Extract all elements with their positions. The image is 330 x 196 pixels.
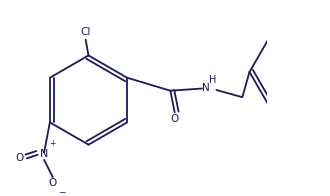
- Text: O: O: [16, 153, 24, 163]
- Text: H: H: [209, 75, 216, 85]
- Text: Cl: Cl: [81, 27, 91, 37]
- Text: −: −: [58, 187, 66, 196]
- Text: N: N: [202, 83, 210, 93]
- Text: +: +: [50, 139, 56, 148]
- Text: O: O: [171, 114, 179, 124]
- Text: O: O: [49, 178, 57, 188]
- Text: $\mathregular{N}$: $\mathregular{N}$: [40, 147, 49, 159]
